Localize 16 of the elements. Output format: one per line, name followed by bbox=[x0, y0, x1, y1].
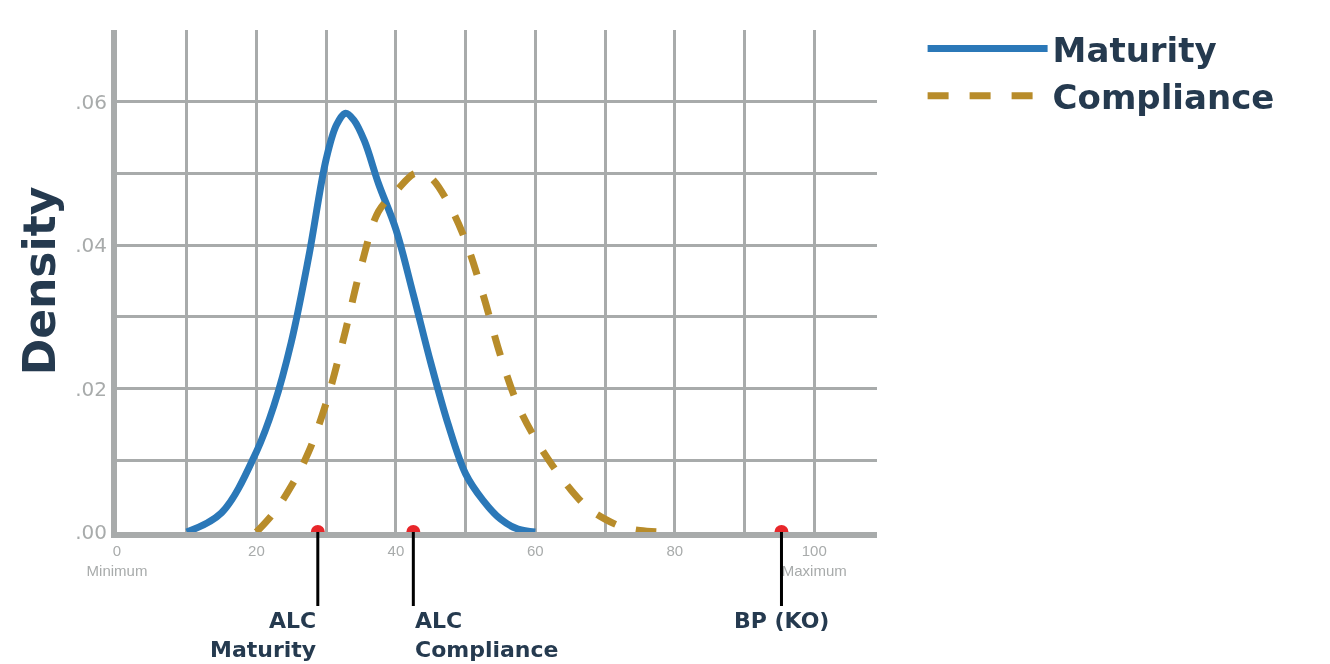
y-tick-label: .02 bbox=[75, 376, 107, 401]
legend-label: Maturity bbox=[1052, 29, 1217, 70]
x-tick-label: 60 bbox=[527, 542, 544, 559]
y-tick-label: .06 bbox=[75, 89, 107, 114]
y-tick-label: .04 bbox=[75, 233, 107, 258]
annotation: BP (KO) bbox=[734, 608, 830, 633]
x-tick-label: 0 Minimum bbox=[86, 542, 148, 579]
y-axis-title: Density bbox=[13, 186, 65, 376]
x-tick-label: 80 bbox=[666, 542, 684, 559]
legend-label: Compliance bbox=[1052, 77, 1275, 118]
x-tick-label: 100 Maximum bbox=[781, 542, 847, 579]
annotation: ALC Compliance bbox=[415, 608, 559, 662]
annotation: ALC Maturity bbox=[210, 608, 317, 662]
y-tick-label: .00 bbox=[75, 520, 107, 544]
x-tick-label: 40 bbox=[387, 542, 405, 559]
x-tick-label: 20 bbox=[248, 542, 265, 559]
